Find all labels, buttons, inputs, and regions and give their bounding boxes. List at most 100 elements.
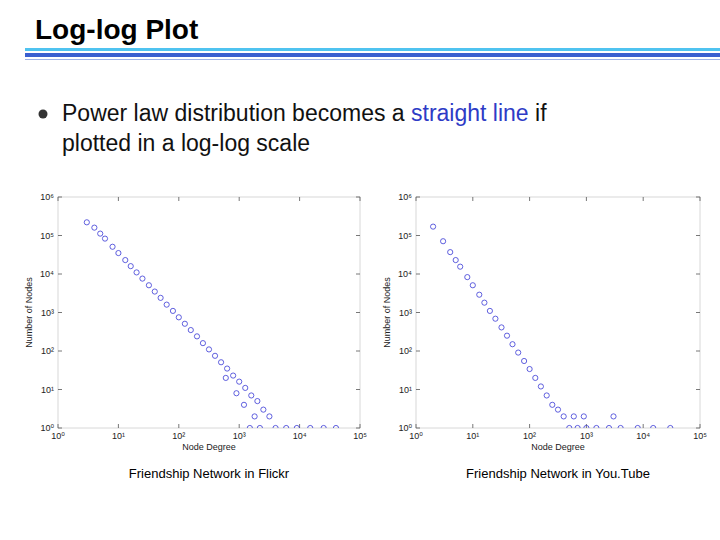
x-tick-label: 10¹ — [466, 431, 479, 441]
point — [134, 270, 139, 275]
x-axis-label: Node Degree — [531, 442, 585, 452]
point — [102, 236, 107, 241]
bullet-part: plotted in a log-log scale — [62, 130, 310, 156]
point — [533, 375, 538, 380]
y-axis-label: Number of Nodes — [382, 277, 392, 348]
point — [231, 373, 236, 378]
y-tick — [356, 197, 360, 198]
y-tick — [416, 428, 420, 429]
x-tick — [178, 197, 179, 201]
point — [550, 402, 555, 407]
x-tick — [360, 197, 361, 201]
point — [223, 375, 228, 380]
x-tick-label: 10³ — [233, 431, 246, 441]
bullet-part: if — [529, 100, 547, 126]
slide-title: Log-log Plot — [35, 14, 198, 46]
y-tick — [58, 235, 62, 236]
x-tick — [586, 197, 587, 201]
point — [194, 334, 199, 339]
point — [487, 308, 492, 313]
y-tick — [416, 312, 420, 313]
plot-frame — [416, 197, 700, 428]
point — [567, 425, 572, 428]
y-tick — [696, 312, 700, 313]
y-tick-label: 10⁴ — [398, 269, 412, 279]
title-rule — [25, 48, 720, 51]
point — [618, 425, 623, 428]
bullet-part: Power law distribution becomes a — [62, 100, 411, 126]
x-tick-label: 10⁵ — [353, 431, 367, 441]
y-tick — [356, 235, 360, 236]
point — [284, 425, 289, 428]
point — [538, 384, 543, 389]
x-tick — [586, 424, 587, 428]
y-tick — [696, 389, 700, 390]
point — [294, 425, 299, 428]
charts: 10⁰10¹10²10³10⁴10⁵10⁰10¹10²10³10⁴10⁵10⁶N… — [0, 0, 720, 540]
point — [146, 283, 151, 288]
point — [594, 425, 599, 428]
point — [123, 257, 128, 262]
x-tick — [416, 424, 417, 428]
chart-caption: Friendship Network in Flickr — [129, 466, 290, 481]
y-tick — [58, 197, 62, 198]
y-tick — [356, 312, 360, 313]
x-tick — [118, 424, 119, 428]
point — [116, 250, 121, 255]
point — [453, 257, 458, 262]
point — [430, 224, 435, 229]
point — [504, 333, 509, 338]
chart: 10⁰10¹10²10³10⁴10⁵10⁰10¹10²10³10⁴10⁵10⁶N… — [382, 192, 707, 481]
point — [611, 414, 616, 419]
point — [510, 342, 515, 347]
x-tick — [416, 197, 417, 201]
y-tick-label: 10⁴ — [40, 269, 54, 279]
point — [555, 407, 560, 412]
y-tick — [696, 197, 700, 198]
y-tick-label: 10³ — [41, 308, 54, 318]
point — [237, 379, 242, 384]
point — [477, 292, 482, 297]
title-rule — [25, 59, 720, 60]
point — [158, 295, 163, 300]
y-tick — [416, 389, 420, 390]
x-tick — [58, 197, 59, 201]
y-tick — [58, 312, 62, 313]
x-tick-label: 10⁵ — [693, 431, 707, 441]
bullet-part: straight line — [411, 100, 529, 126]
point — [200, 341, 205, 346]
x-tick — [472, 424, 473, 428]
points — [430, 224, 672, 428]
point — [465, 275, 470, 280]
x-tick — [700, 197, 701, 201]
y-tick — [356, 351, 360, 352]
x-tick — [118, 197, 119, 201]
point — [321, 425, 326, 428]
x-tick — [700, 424, 701, 428]
y-tick-label: 10² — [399, 346, 412, 356]
point — [499, 325, 504, 330]
chart-caption: Friendship Network in You.Tube — [466, 466, 650, 481]
y-tick-label: 10⁰ — [40, 423, 54, 433]
point — [92, 225, 97, 230]
y-tick — [356, 274, 360, 275]
point — [606, 425, 611, 428]
x-axis-label: Node Degree — [182, 442, 236, 452]
x-tick-label: 10⁴ — [293, 431, 307, 441]
point — [225, 366, 230, 371]
y-tick-label: 10⁵ — [40, 231, 54, 241]
y-tick — [58, 351, 62, 352]
y-tick-label: 10¹ — [41, 385, 54, 395]
point — [527, 366, 532, 371]
x-tick — [239, 197, 240, 201]
y-tick — [416, 235, 420, 236]
point — [252, 414, 257, 419]
point — [212, 353, 217, 358]
point — [575, 425, 580, 428]
point — [521, 358, 526, 363]
y-tick — [696, 274, 700, 275]
point — [257, 425, 262, 428]
point — [470, 283, 475, 288]
x-tick-label: 10² — [523, 431, 536, 441]
point — [110, 244, 115, 249]
